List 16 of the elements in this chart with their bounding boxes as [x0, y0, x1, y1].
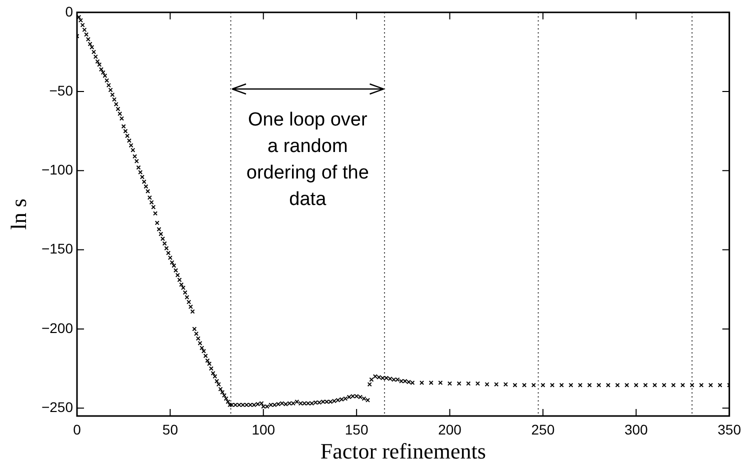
y-tick-label: −250 [41, 398, 74, 415]
x-tick-label: 350 [718, 421, 742, 438]
x-axis-title: Factor refinements [320, 438, 486, 464]
x-tick-label: 50 [162, 421, 178, 438]
x-tick-label: 200 [438, 421, 462, 438]
y-tick-label: 0 [65, 3, 74, 20]
y-tick-label: −100 [41, 162, 74, 178]
y-tick-label: −50 [49, 82, 74, 98]
x-tick-label: 150 [344, 421, 368, 438]
x-tick-label: 100 [252, 421, 276, 438]
y-tick-label: −200 [41, 320, 74, 336]
y-tick-label: −150 [41, 240, 74, 257]
x-tick-label: 250 [531, 421, 555, 438]
annotation: One loop over a random ordering of the data [246, 110, 369, 210]
y-axis-title: ln s [6, 198, 31, 230]
x-tick-label: 300 [624, 421, 648, 438]
